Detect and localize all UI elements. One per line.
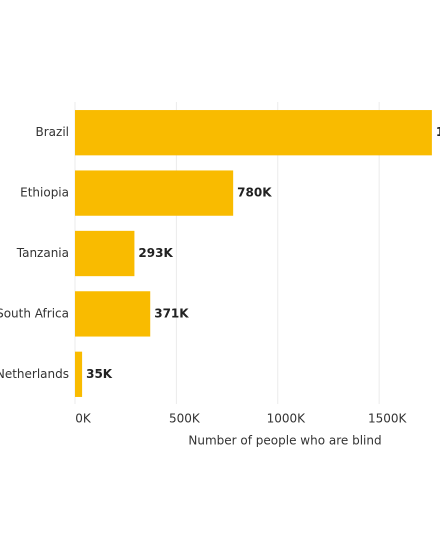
x-tick-label: 500K (169, 412, 201, 426)
y-tick-label: Brazil (36, 125, 70, 139)
bar (75, 170, 234, 216)
y-tick-label: Tanzania (16, 246, 69, 260)
bar (75, 291, 151, 337)
y-tick-label: Ethiopia (20, 186, 69, 200)
bar (75, 110, 432, 156)
bar (75, 230, 135, 277)
x-tick-label: 1500K (368, 412, 408, 426)
data-label: 1760K (436, 125, 440, 139)
bar (75, 351, 83, 397)
data-label: 35K (86, 367, 113, 381)
x-tick-label: 1000K (267, 412, 307, 426)
y-tick-label: South Africa (0, 306, 69, 320)
x-tick-label: 0K (75, 412, 92, 426)
data-label: 780K (237, 186, 272, 200)
x-axis-title: Number of people who are blind (188, 434, 381, 448)
data-label: 371K (154, 306, 189, 320)
y-tick-label: Netherlands (0, 367, 69, 381)
data-label: 293K (138, 246, 173, 260)
